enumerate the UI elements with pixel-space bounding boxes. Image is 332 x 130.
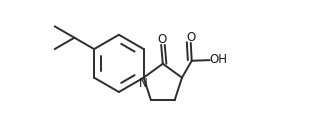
Text: O: O (186, 31, 195, 44)
Text: OH: OH (209, 53, 227, 66)
Text: N: N (139, 77, 148, 90)
Text: O: O (157, 33, 167, 46)
